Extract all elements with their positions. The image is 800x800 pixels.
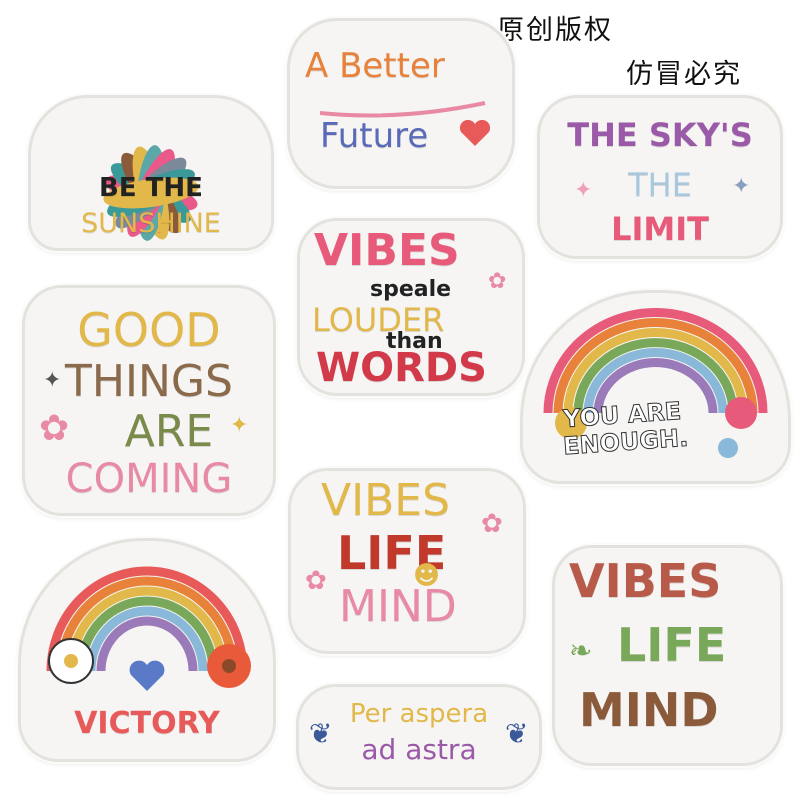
patch-aspera-line-2: ad astra bbox=[361, 733, 477, 766]
patch-a-better-future: A Better Future bbox=[287, 18, 515, 189]
flower-icon: ✿ bbox=[39, 408, 70, 449]
patch-vibes-life-mind-right: VIBES LIFE MIND ❧ bbox=[552, 545, 783, 766]
leaf-icon: ❦ bbox=[309, 717, 333, 750]
patch-good-line-2: THINGS bbox=[65, 356, 233, 407]
patch-vlm2-line-3: MIND bbox=[579, 683, 719, 737]
watermark-line-1: 原创版权 bbox=[497, 15, 613, 46]
patch-good-line-3: ARE bbox=[124, 406, 214, 457]
rainbow-icon bbox=[543, 308, 768, 458]
patch-louder-line-2: speale bbox=[370, 277, 452, 302]
star-icon: ✦ bbox=[732, 174, 751, 199]
patch-louder-line-4: than bbox=[386, 329, 443, 354]
patch-vibes-life-mind-center: VIBES LIFE MIND ☻ ✿ ✿ bbox=[288, 468, 526, 654]
patch-be-the-sunshine: BE THE SUNSHINE bbox=[28, 95, 274, 251]
patch-vibes-louder: VIBES speale LOUDER than WORDS ✿ bbox=[297, 218, 525, 396]
heart-icon bbox=[319, 101, 491, 146]
smiley-icon: ☻ bbox=[413, 561, 441, 591]
rainbow-icon bbox=[46, 566, 251, 691]
patch-good-things-are-coming: GOOD THINGS ARE COMING ✿ ✦ ✦ bbox=[22, 285, 276, 516]
patch-sunshine-line-1: BE THE bbox=[99, 173, 203, 203]
patch-good-line-4: COMING bbox=[65, 456, 233, 502]
flower-icon: ✿ bbox=[488, 269, 507, 294]
patch-louder-line-1: VIBES bbox=[314, 225, 460, 276]
flower-icon: ✿ bbox=[305, 566, 327, 596]
patch-sky-line-1: THE SKY'S bbox=[567, 116, 753, 154]
patch-sky-line-2: THE bbox=[628, 166, 692, 204]
watermark-line-2: 仿冒必究 bbox=[626, 59, 742, 90]
sparkle-icon: ✦ bbox=[43, 368, 62, 393]
star-icon: ✦ bbox=[574, 178, 593, 203]
patch-you-are-enough: YOU ARE ENOUGH. bbox=[520, 290, 791, 484]
patch-future-line-2: Future bbox=[320, 116, 429, 156]
patch-victory-label: VICTORY bbox=[74, 706, 220, 741]
flower-icon: ✿ bbox=[481, 509, 503, 539]
patch-sunshine-line-2: SUNSHINE bbox=[81, 208, 221, 239]
patch-vlm1-line-3: MIND bbox=[339, 581, 457, 632]
patch-vlm1-line-2: LIFE bbox=[337, 526, 447, 580]
patch-vlm1-line-1: VIBES bbox=[321, 475, 450, 526]
patch-the-skys-the-limit: THE SKY'S THE LIMIT ✦ ✦ bbox=[537, 95, 783, 259]
patch-vlm2-line-2: LIFE bbox=[617, 618, 727, 672]
sprig-icon: ❧ bbox=[569, 634, 593, 667]
patch-aspera-line-1: Per aspera bbox=[349, 699, 489, 729]
patch-sky-line-3: LIMIT bbox=[611, 210, 709, 248]
patch-future-line-1: A Better bbox=[305, 46, 445, 86]
sparkle-icon: ✦ bbox=[230, 413, 249, 438]
patch-victory: VICTORY bbox=[18, 538, 276, 762]
patch-vlm2-line-1: VIBES bbox=[569, 554, 722, 608]
patch-per-aspera-ad-astra: Per aspera ad astra ❦ ❦ bbox=[296, 684, 542, 790]
patch-louder-line-3: LOUDER bbox=[312, 301, 445, 339]
leaf-burst-icon bbox=[103, 145, 199, 241]
patch-good-line-1: GOOD bbox=[77, 303, 221, 357]
patch-louder-line-5: WORDS bbox=[316, 345, 487, 391]
leaf-icon: ❦ bbox=[505, 717, 529, 750]
